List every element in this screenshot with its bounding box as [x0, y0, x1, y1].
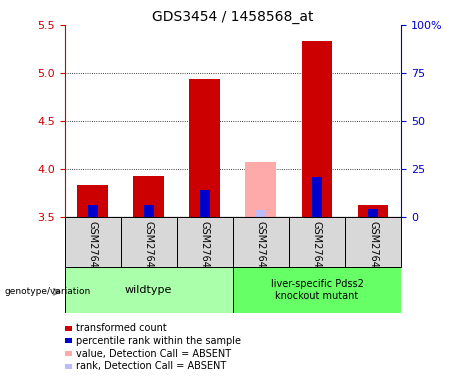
Bar — [312, 177, 322, 217]
Text: percentile rank within the sample: percentile rank within the sample — [77, 336, 242, 346]
Bar — [358, 205, 389, 217]
Bar — [133, 176, 164, 217]
Bar — [200, 190, 210, 217]
Bar — [77, 185, 108, 217]
Bar — [245, 162, 276, 217]
Text: liver-specific Pdss2
knockout mutant: liver-specific Pdss2 knockout mutant — [271, 279, 363, 301]
Text: GSM276438: GSM276438 — [200, 221, 210, 280]
Bar — [65, 217, 121, 267]
Text: GSM276433: GSM276433 — [256, 221, 266, 280]
Bar — [121, 217, 177, 267]
Text: wildtype: wildtype — [125, 285, 172, 295]
Text: GSM276434: GSM276434 — [312, 221, 322, 280]
Title: GDS3454 / 1458568_at: GDS3454 / 1458568_at — [152, 10, 313, 24]
Text: value, Detection Call = ABSENT: value, Detection Call = ABSENT — [77, 349, 231, 359]
Text: transformed count: transformed count — [77, 323, 167, 333]
Bar — [189, 79, 220, 217]
Bar — [144, 205, 154, 217]
Bar — [345, 217, 401, 267]
Bar — [177, 217, 233, 267]
Bar — [368, 209, 378, 217]
Text: genotype/variation: genotype/variation — [5, 287, 91, 296]
Text: GSM276437: GSM276437 — [144, 221, 154, 280]
Bar — [301, 41, 332, 217]
Bar — [233, 217, 289, 267]
Text: GSM276435: GSM276435 — [368, 221, 378, 280]
Text: GSM276436: GSM276436 — [88, 221, 98, 280]
Bar — [233, 267, 401, 313]
Bar — [88, 205, 98, 217]
Bar — [65, 267, 233, 313]
Text: rank, Detection Call = ABSENT: rank, Detection Call = ABSENT — [77, 361, 227, 371]
Bar — [256, 210, 266, 217]
Bar — [289, 217, 345, 267]
